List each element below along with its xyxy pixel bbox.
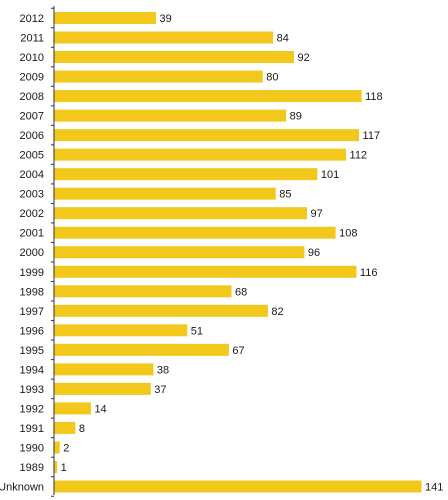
- value-label: 101: [321, 169, 339, 181]
- category-label: 2003: [20, 189, 44, 201]
- category-label: 1994: [20, 364, 44, 376]
- category-label: 2010: [20, 52, 44, 64]
- category-label: 2008: [20, 91, 44, 103]
- value-label: 14: [94, 403, 106, 415]
- value-label: 97: [310, 208, 322, 220]
- bar-1992: [54, 402, 91, 415]
- category-label: 1990: [20, 442, 44, 454]
- value-label: 141: [425, 481, 443, 493]
- bar-2012: [54, 12, 157, 24]
- bar-2004: [54, 168, 318, 181]
- value-label: 38: [157, 364, 169, 376]
- bar-1991: [54, 421, 76, 434]
- value-label: 117: [363, 130, 381, 142]
- bar-1994: [54, 363, 154, 376]
- value-label: 68: [235, 286, 247, 298]
- category-label: 1997: [20, 306, 44, 318]
- value-label: 67: [232, 345, 244, 357]
- bar-2006: [54, 129, 360, 142]
- bar-1995: [54, 343, 229, 356]
- category-label: 1992: [20, 403, 44, 415]
- bar-unknown: [54, 480, 422, 493]
- category-label: 1995: [20, 345, 44, 357]
- value-label: 85: [279, 189, 291, 201]
- bars-group: [51, 7, 422, 497]
- category-label: 1993: [20, 384, 44, 396]
- category-label: 2006: [20, 130, 44, 142]
- bar-2000: [54, 246, 305, 259]
- value-label: 118: [365, 91, 383, 103]
- category-label: 2001: [20, 228, 44, 240]
- bar-2011: [54, 31, 274, 44]
- bar-1997: [54, 304, 268, 317]
- bar-2002: [54, 207, 307, 220]
- value-label: 108: [339, 228, 357, 240]
- value-label: 84: [277, 33, 289, 45]
- value-label: 112: [350, 150, 368, 162]
- value-label: 82: [271, 306, 283, 318]
- category-label: 2012: [20, 13, 44, 25]
- bar-2008: [54, 90, 362, 103]
- labels-group: 2012 39 2011 84 2010 92 2009 80 2008 118 2007 89 200…: [0, 13, 443, 493]
- bar-2007: [54, 109, 287, 122]
- category-label: 2009: [20, 72, 44, 84]
- value-label: 51: [191, 325, 203, 337]
- bar-1998: [54, 285, 232, 298]
- value-label: 8: [79, 423, 85, 435]
- bar-1999: [54, 265, 357, 278]
- category-label: 2007: [20, 111, 44, 123]
- bar-2003: [54, 187, 276, 200]
- value-label: 116: [360, 267, 378, 279]
- category-label: 1999: [20, 267, 44, 279]
- category-label: 2005: [20, 150, 44, 162]
- value-label: 89: [290, 111, 302, 123]
- bar-1990: [54, 441, 60, 454]
- bar-2005: [54, 148, 347, 161]
- value-label: 37: [154, 384, 166, 396]
- category-label: 2004: [20, 169, 44, 181]
- category-label: 2000: [20, 247, 44, 259]
- bar-1993: [54, 382, 151, 395]
- bar-2009: [54, 70, 263, 83]
- bar-1996: [54, 324, 188, 337]
- category-label: 1998: [20, 286, 44, 298]
- category-label: 1996: [20, 325, 44, 337]
- category-label: 1991: [20, 423, 44, 435]
- bar-2010: [54, 51, 294, 64]
- category-label: 2002: [20, 208, 44, 220]
- value-label: 39: [160, 13, 172, 25]
- value-label: 2: [63, 442, 69, 454]
- category-label: 1989: [20, 462, 44, 474]
- bar-1989: [54, 460, 58, 473]
- bar-2001: [54, 226, 336, 239]
- category-label: 2011: [20, 33, 44, 45]
- value-label: 96: [308, 247, 320, 259]
- value-label: 92: [297, 52, 309, 64]
- value-label: 80: [266, 72, 278, 84]
- value-label: 1: [61, 462, 67, 474]
- category-label: Unknown: [0, 481, 44, 493]
